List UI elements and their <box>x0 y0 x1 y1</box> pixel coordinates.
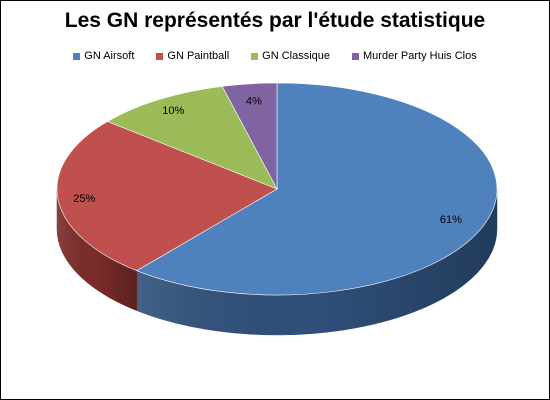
pie-slice-gn-paintball <box>56 121 278 272</box>
pie-side-shade-gn-paintball <box>57 189 137 311</box>
pie-slice-gn-classique <box>106 86 278 190</box>
pie-side-shade-gn-airsoft <box>136 189 497 336</box>
data-label-gn-classique: 10% <box>162 105 184 117</box>
chart-title: Les GN représentés par l'étude statistiq… <box>64 9 486 32</box>
legend-label-murder-party: Murder Party Huis Clos <box>363 50 477 62</box>
legend-swatch-classique <box>251 52 259 60</box>
legend-swatch-murder-party <box>352 52 360 60</box>
pie-slice-gn-airsoft <box>136 82 498 296</box>
legend-swatch-paintball <box>156 52 164 60</box>
legend-swatch-airsoft <box>73 52 81 60</box>
legend-label-classique: GN Classique <box>262 50 331 62</box>
legend-item-airsoft: GN Airsoft <box>73 50 134 62</box>
legend-item-paintball: GN Paintball <box>156 50 229 62</box>
data-label-gn-airsoft: 61% <box>440 214 462 226</box>
legend-item-classique: GN Classique <box>251 50 330 62</box>
legend-item-murder-party: Murder Party Huis Clos <box>352 50 477 62</box>
data-label-gn-paintball: 25% <box>73 193 95 205</box>
data-label-murder-party-huis-clos: 4% <box>246 96 262 108</box>
chart-legend: GN Airsoft GN Paintball GN Classique Mur… <box>1 50 549 62</box>
legend-label-airsoft: GN Airsoft <box>84 50 135 62</box>
pie-slice-murder-party-huis-clos <box>221 82 278 190</box>
legend-label-paintball: GN Paintball <box>167 50 230 62</box>
